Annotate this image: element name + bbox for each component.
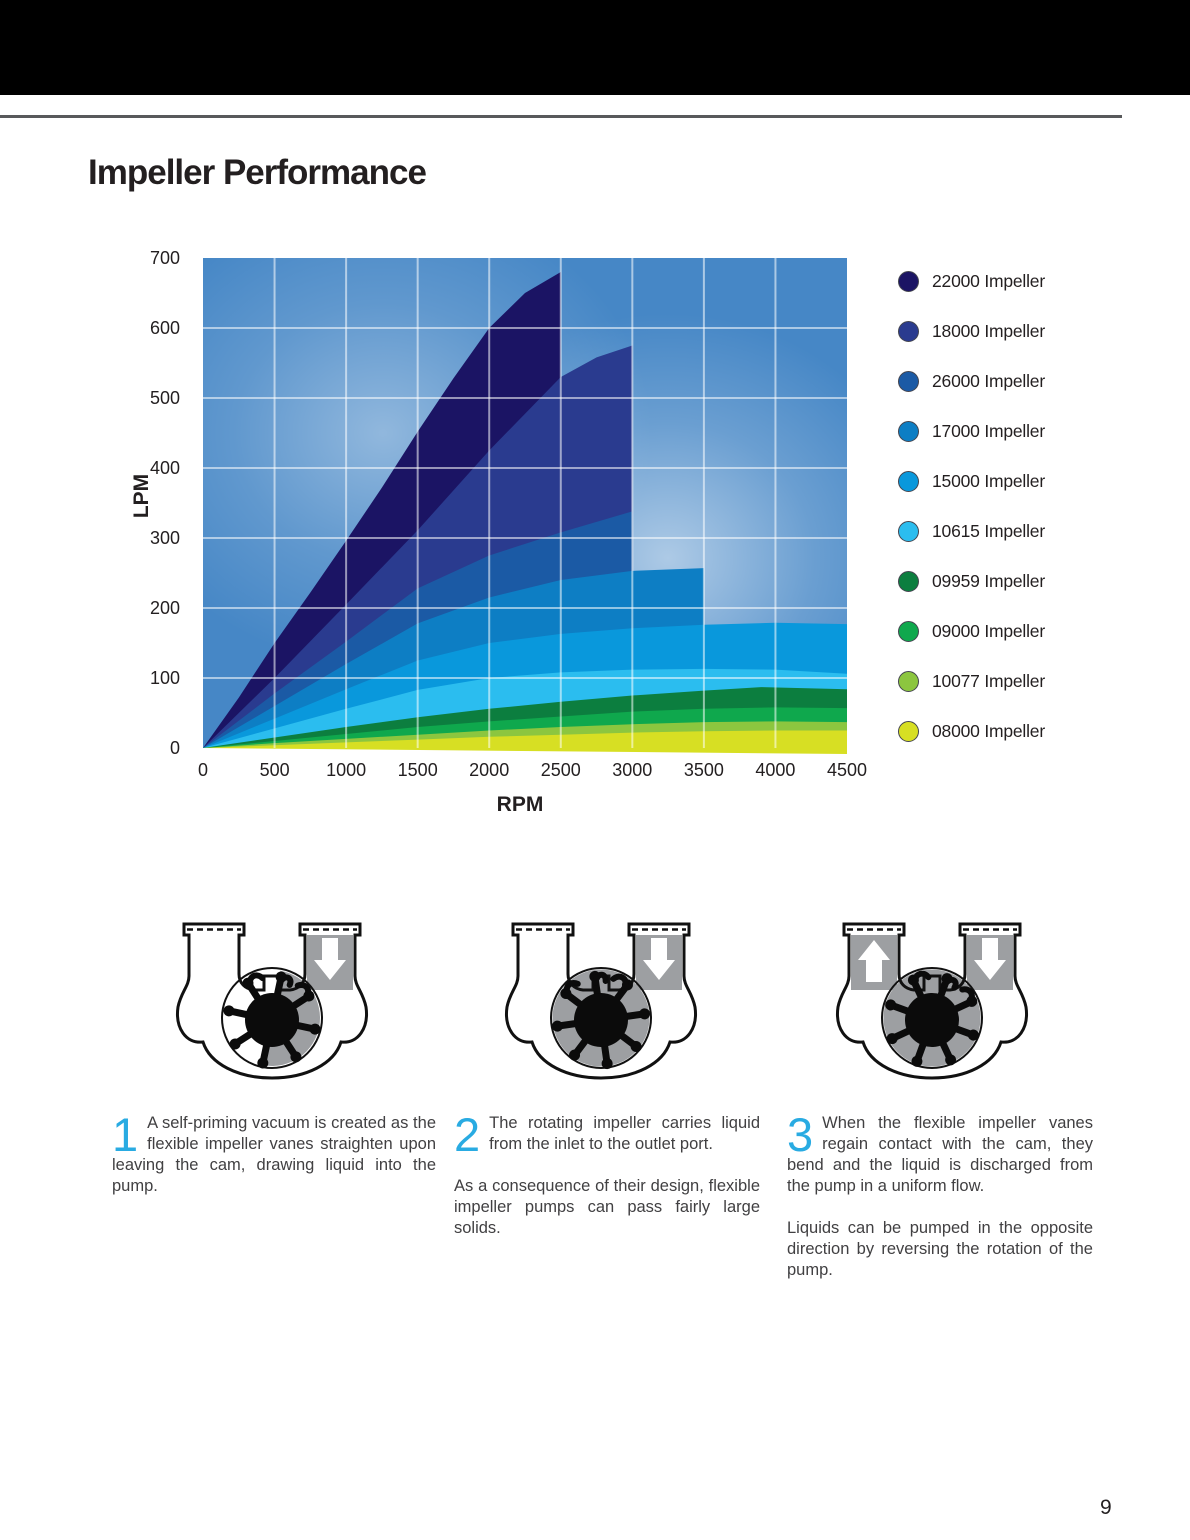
legend-dot-icon bbox=[898, 420, 919, 442]
step-2-text: 2 The rotating impeller carries liquid fr… bbox=[454, 1108, 760, 1260]
area-series-08000 bbox=[203, 730, 847, 754]
x-tick-2000: 2000 bbox=[469, 760, 510, 780]
x-tick-4500: 4500 bbox=[826, 760, 868, 780]
step-1-number: 1 bbox=[112, 1108, 139, 1161]
legend-dot-icon bbox=[898, 670, 919, 692]
legend-label: 10615 Impeller bbox=[932, 520, 1045, 541]
step-3-number: 3 bbox=[787, 1108, 814, 1161]
step-2-paragraph-2: As a consequence of their design, flexib… bbox=[454, 1177, 760, 1237]
step-3-body-1: When the flexible impeller vanes regain … bbox=[787, 1114, 1093, 1195]
x-tick-1000: 1000 bbox=[326, 760, 367, 780]
chart-gridlines bbox=[203, 258, 847, 748]
legend-item-10077: 10077 Impeller bbox=[898, 656, 1045, 706]
legend-item-22000: 22000 Impeller bbox=[898, 256, 1045, 306]
legend-dot-icon bbox=[898, 320, 919, 342]
legend-dot-icon bbox=[898, 620, 919, 642]
page-number: 9 bbox=[1100, 1496, 1112, 1519]
y-tick-500: 500 bbox=[149, 388, 180, 408]
legend-label: 10077 Impeller bbox=[932, 670, 1045, 691]
step-2-paragraph-1: 2 The rotating impeller carries liquid fr… bbox=[454, 1108, 760, 1161]
chart-area-series bbox=[203, 272, 847, 754]
step-1-body: A self-priming vacuum is created as the … bbox=[112, 1114, 436, 1195]
legend-item-10615: 10615 Impeller bbox=[898, 506, 1045, 556]
legend-item-08000: 08000 Impeller bbox=[898, 706, 1045, 756]
y-tick-600: 600 bbox=[149, 318, 180, 338]
x-tick-4000: 4000 bbox=[755, 760, 796, 780]
legend-item-09000: 09000 Impeller bbox=[898, 606, 1045, 656]
page-title: Impeller Performance bbox=[88, 153, 427, 193]
y-tick-400: 400 bbox=[149, 458, 180, 478]
legend-dot-icon bbox=[898, 720, 919, 742]
pump-diagram-transfer bbox=[505, 922, 697, 1080]
legend-item-26000: 26000 Impeller bbox=[898, 356, 1045, 406]
legend-dot-icon bbox=[898, 570, 919, 592]
x-tick-0: 0 bbox=[197, 760, 209, 780]
legend-dot-icon bbox=[898, 370, 919, 392]
step-3-paragraph-2: Liquids can be pumped in the opposite di… bbox=[787, 1219, 1093, 1279]
y-tick-100: 100 bbox=[149, 668, 180, 688]
legend-item-15000: 15000 Impeller bbox=[898, 456, 1045, 506]
x-tick-3000: 3000 bbox=[612, 760, 653, 780]
y-tick-300: 300 bbox=[149, 528, 180, 548]
x-axis-label: RPM bbox=[496, 793, 544, 816]
y-axis-label: LPM bbox=[130, 473, 153, 519]
legend-item-09959: 09959 Impeller bbox=[898, 556, 1045, 606]
pump-diagram-discharge bbox=[836, 922, 1028, 1082]
header-rule bbox=[0, 115, 1122, 118]
legend-label: 26000 Impeller bbox=[932, 370, 1045, 391]
step-3-paragraph-1: 3 When the flexible impeller vanes regain… bbox=[787, 1108, 1093, 1197]
legend-label: 09000 Impeller bbox=[932, 620, 1045, 641]
legend-item-18000: 18000 Impeller bbox=[898, 306, 1045, 356]
legend-dot-icon bbox=[898, 270, 919, 292]
x-tick-500: 500 bbox=[259, 760, 290, 780]
legend-label: 15000 Impeller bbox=[932, 470, 1045, 491]
step-3-text: 3 When the flexible impeller vanes regain… bbox=[787, 1108, 1093, 1302]
impeller-performance-chart bbox=[203, 258, 847, 755]
legend-dot-icon bbox=[898, 470, 919, 492]
legend-label: 09959 Impeller bbox=[932, 570, 1045, 591]
top-black-bar bbox=[0, 0, 1190, 95]
step-2-number: 2 bbox=[454, 1108, 481, 1161]
legend-label: 18000 Impeller bbox=[932, 320, 1045, 341]
y-tick-700: 700 bbox=[149, 248, 180, 268]
x-tick-2500: 2500 bbox=[540, 760, 581, 780]
y-tick-200: 200 bbox=[149, 598, 180, 618]
legend-label: 17000 Impeller bbox=[932, 420, 1045, 441]
chart-legend: 22000 Impeller 18000 Impeller 26000 Impell… bbox=[898, 256, 1045, 756]
pump-diagram-intake bbox=[176, 922, 368, 1082]
legend-label: 08000 Impeller bbox=[932, 720, 1045, 741]
x-tick-3500: 3500 bbox=[683, 760, 724, 780]
step-2-body-1: The rotating impeller carries liquid fro… bbox=[489, 1114, 760, 1153]
legend-label: 22000 Impeller bbox=[932, 270, 1045, 291]
x-tick-1500: 1500 bbox=[397, 760, 438, 780]
legend-item-17000: 17000 Impeller bbox=[898, 406, 1045, 456]
y-tick-0: 0 bbox=[169, 738, 180, 758]
legend-dot-icon bbox=[898, 520, 919, 542]
